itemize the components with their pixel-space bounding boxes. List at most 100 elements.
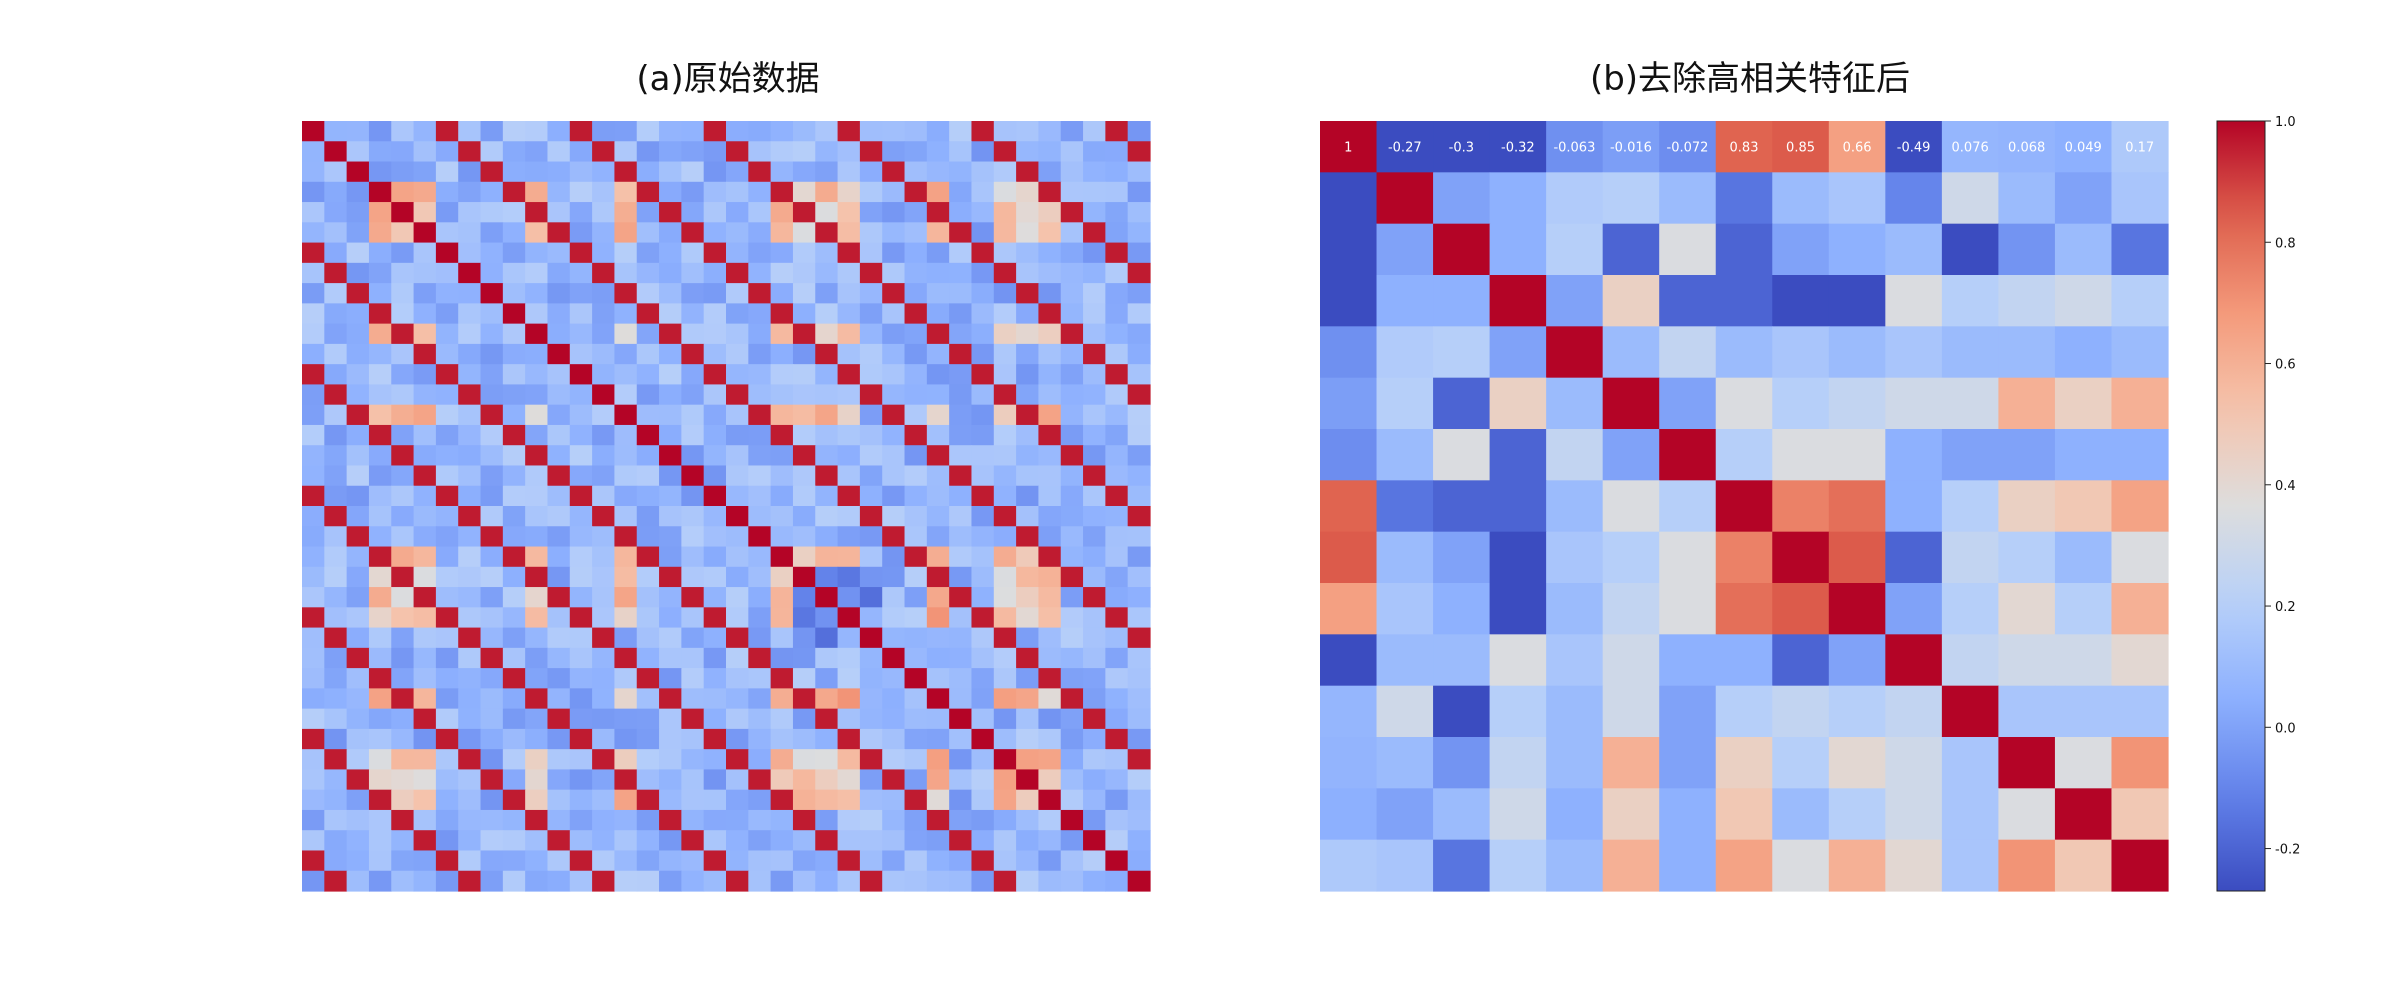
heatmap-a-cell [458,283,482,304]
heatmap-b-cell [1772,275,1830,327]
heatmap-a-cell [480,303,504,325]
heatmap-a-cell [480,647,504,669]
heatmap-a-cell [1083,465,1106,487]
heatmap-a-cell [726,222,749,244]
heatmap-a-cell [413,485,437,507]
heatmap-a-cell [592,364,616,386]
heatmap-b-cell-label: -0.072 [1667,141,1709,156]
heatmap-a-cell [391,546,415,568]
heatmap-a-cell [882,668,906,689]
heatmap-a-cell [1016,121,1040,142]
heatmap-a-cell [748,242,772,264]
heatmap-a-cell [569,587,593,608]
heatmap-a-cell [681,465,705,487]
heatmap-a-cell [1038,161,1062,183]
heatmap-a-cell [368,424,392,446]
heatmap-a-cell [837,627,861,649]
heatmap-a-cell [480,283,504,304]
heatmap-a-cell [592,323,616,345]
heatmap-a-cell [525,465,549,487]
heatmap-a-cell [681,870,705,892]
heatmap-a-cell [368,668,392,689]
heatmap-a-cell [1105,343,1129,365]
heatmap-a-cell [302,769,325,791]
heatmap-a-cell [592,283,616,304]
heatmap-a-cell [592,789,616,811]
heatmap-a-cell [592,607,616,629]
heatmap-a-cell [949,830,973,852]
heatmap-b-cell [1828,583,1886,635]
heatmap-a-cell [1083,870,1106,892]
heatmap-a-cell [726,202,749,223]
heatmap-a-cell [1105,323,1129,345]
heatmap-a-cell [904,424,928,446]
heatmap-a-cell [792,384,816,406]
heatmap-a-cell [926,526,950,548]
heatmap-b-cell [1602,583,1660,635]
heatmap-a-cell [1060,627,1084,649]
heatmap-a-cell [391,870,415,892]
heatmap-a-cell [458,546,482,568]
heatmap-a-cell [480,789,504,811]
heatmap-a-cell [971,708,995,730]
heatmap-a-cell [1016,566,1040,588]
heatmap-b-cell [2054,223,2113,276]
heatmap-a-cell [569,607,593,629]
heatmap-a-cell [458,181,482,203]
heatmap-a-cell [1083,242,1106,264]
heatmap-a-cell [435,688,459,710]
heatmap-a-cell [1016,647,1040,669]
heatmap-a-cell [659,789,682,811]
heatmap-a-cell [815,688,839,710]
heatmap-a-cell [413,830,437,852]
heatmap-a-cell [1038,830,1062,852]
heatmap-b-cell-label: -0.49 [1897,141,1931,156]
heatmap-a-cell [391,303,415,325]
heatmap-b-cell [1433,685,1491,738]
heatmap-a-cell [681,607,705,629]
heatmap-a-cell [815,526,839,548]
heatmap-a-cell [1038,789,1062,811]
heatmap-a-cell [770,668,794,689]
heatmap-a-cell [659,688,682,710]
heatmap-a-cell [792,445,816,467]
heatmap-b-cell [1941,223,1999,276]
heatmap-a-cell [458,708,482,730]
heatmap-a-cell [1105,181,1129,203]
heatmap-a-cell [1083,627,1106,649]
heatmap-a-cell [614,424,638,446]
heatmap-a-cell [904,668,928,689]
heatmap-a-cell [458,364,482,386]
heatmap-a-cell [1105,384,1129,406]
heatmap-a-cell [1060,526,1084,548]
heatmap-a-cell [659,323,682,345]
heatmap-a-cell [1105,566,1129,588]
heatmap-a-cell [1083,728,1106,750]
heatmap-a-cell [859,708,883,730]
heatmap-a-cell [993,789,1017,811]
heatmap-a-cell [636,506,660,527]
heatmap-a [302,121,1151,892]
heatmap-a-cell [770,465,794,487]
heatmap-b-cell [1546,839,1604,892]
heatmap-a-cell [368,323,392,345]
heatmap-a-cell [726,789,749,811]
heatmap-a-cell [1016,728,1040,750]
heatmap-a-cell [837,485,861,507]
heatmap-a-cell [302,627,325,649]
heatmap-a-cell [368,688,392,710]
colorbar-gradient [2216,120,2266,892]
heatmap-a-cell [1060,262,1084,284]
heatmap-a-cell [770,242,794,264]
heatmap-a-cell [993,262,1017,284]
heatmap-a-cell [525,688,549,710]
heatmap-b-cell-label: 0.068 [2008,141,2045,156]
heatmap-a-cell [1083,283,1106,304]
heatmap-a-cell [1105,121,1129,142]
heatmap-a-cell [569,830,593,852]
heatmap-a-cell [525,485,549,507]
heatmap-a-cell [525,769,549,791]
heatmap-a-cell [368,546,392,568]
heatmap-a-cell [949,181,973,203]
heatmap-a-cell [1127,688,1151,710]
